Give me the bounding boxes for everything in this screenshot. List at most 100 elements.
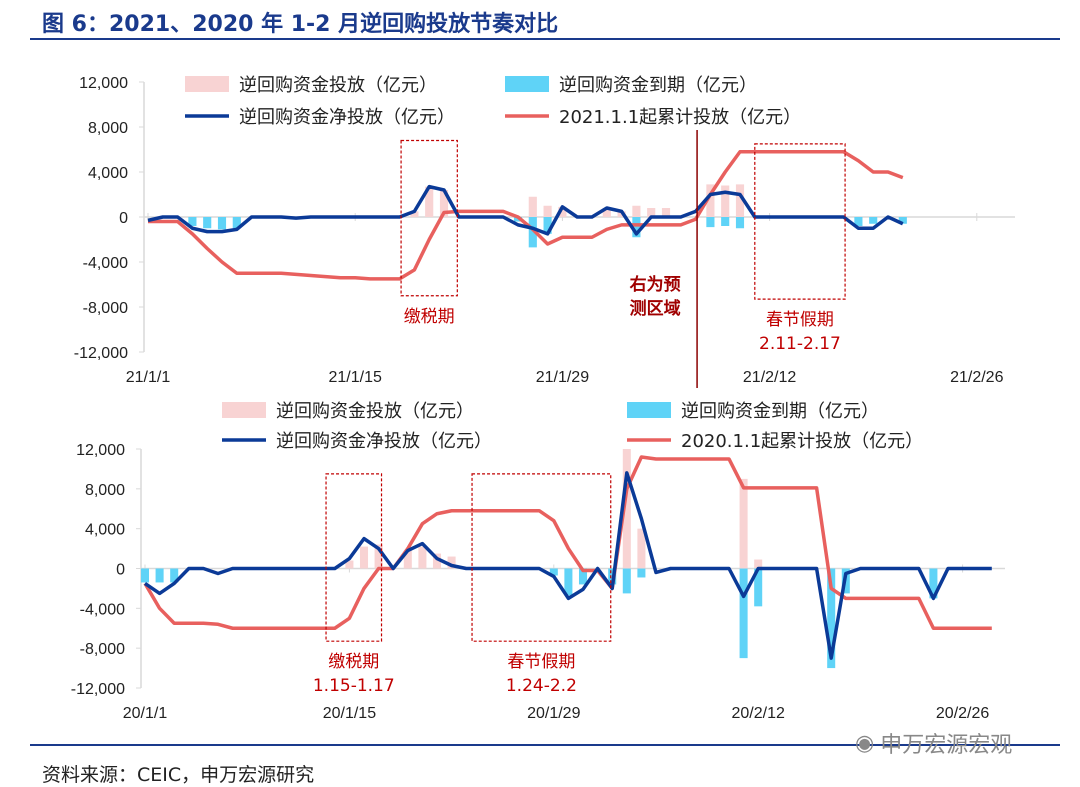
chart2-injection-bar [739,478,748,569]
chart2-legend-net-label: 逆回购资金净投放（亿元） [276,431,492,452]
title-rule [30,38,1060,40]
chart2-y-tick-label: 8,000 [85,482,125,499]
chart2-injection-bar [637,528,646,569]
chart2-injection-bar [374,544,383,569]
chart2-annotation-label: 春节假期 [507,652,575,672]
chart2-annotation-label: 1.15-1.17 [313,676,395,696]
chart1-forecast-label: 测区域 [630,298,681,319]
watermark: ◉ 申万宏源宏观 [855,727,1012,759]
chart1-legend-maturity-label: 逆回购资金到期（亿元） [559,75,757,96]
chart2-injection-bar [622,449,631,569]
chart1-injection-bar [735,184,745,217]
chart1-annotation-box [400,139,458,297]
wechat-icon: ◉ [855,730,875,756]
chart2-x-tick-label: 20/2/26 [936,705,989,722]
chart1-injection-bar [543,205,552,217]
chart1-legend-injection-swatch [185,76,229,92]
chart1-y-tick-label: 8,000 [88,120,128,137]
chart1-y-tick-label: 12,000 [79,75,128,92]
chart2-injection-bar [432,553,442,569]
chart2-maturity-bar [549,568,558,576]
chart1-x-tick-label: 21/1/29 [536,369,589,386]
chart1-legend-cumulative-label: 2021.1.1起累计投放（亿元） [559,107,801,128]
chart1-maturity-bar [721,217,730,226]
chart2-maturity-bar [170,568,179,583]
chart2-net-injection-line [144,471,992,660]
chart2-injection-bar [403,550,412,569]
chart2-y-tick-label: 4,000 [85,522,125,539]
source-note: 资料来源：CEIC，申万宏源研究 [42,764,315,786]
chart1-annotation-label: 春节假期 [766,310,834,330]
chart2-y-tick-label: -4,000 [80,601,125,618]
chart2-maturity-bar [739,568,748,659]
chart2-legend-injection-swatch [222,402,266,418]
chart2-annotation-box [325,473,383,642]
chart1-net-injection-line [147,184,904,236]
chart1-y-tick-label: 0 [119,210,128,227]
chart2-maturity-bar [155,568,164,583]
chart2-maturity-bar [564,568,573,596]
chart2-y-tick-label: 0 [116,562,125,579]
chart2-x-tick-label: 20/2/12 [732,705,785,722]
chart1-maturity-bar [735,217,745,229]
chart1-annotation-label: 2.11-2.17 [759,334,841,354]
chart1-maturity-bar [232,217,241,229]
chart1-injection-bar [439,190,449,217]
chart1-maturity-bar [528,217,537,248]
chart1-injection-bar [647,208,656,217]
chart2-maturity-bar [578,568,588,585]
chart1-y-tick-label: -4,000 [83,255,128,272]
chart1-maturity-bar [543,217,552,234]
watermark-text: 申万宏源宏观 [880,733,1013,758]
chart1-injection-bar [661,208,671,217]
chart2-x-tick-label: 20/1/15 [323,705,376,722]
chart2-injection-bar [447,556,456,569]
chart1-maturity-bar [632,217,641,238]
chart1-maturity-bar [898,217,907,224]
chart1-maturity-bar [217,217,227,230]
chart1-maturity-bar [188,217,197,226]
chart2-x-tick-label: 20/1/1 [123,705,168,722]
chart2-legend-cumulative-label: 2020.1.1起累计投放（亿元） [681,431,923,452]
chart2-injection-bar [754,559,763,569]
chart1-y-tick-label: -12,000 [74,345,128,362]
chart2-maturity-bar [622,568,631,594]
chart2-maturity-bar [754,568,763,607]
chart1-annotation-box [754,143,846,300]
chart1-y-tick-label: 4,000 [88,165,128,182]
chart2-injection-bar [359,546,369,569]
chart1-maturity-bar [854,217,863,226]
chart1-maturity-bar [706,217,715,228]
chart2-annotation-label: 缴税期 [328,652,379,672]
chart1-legend-maturity-swatch [505,76,549,92]
chart2-maturity-bar [827,568,836,669]
chart1-injection-bar [721,185,730,217]
chart1-x-tick-label: 21/1/1 [126,369,171,386]
chart2-legend-maturity-swatch [627,402,671,418]
chart1-injection-bar [602,208,611,217]
chart1-maturity-bar [203,217,212,229]
chart1-x-tick-label: 21/2/12 [743,369,796,386]
chart1-legend-net-label: 逆回购资金净投放（亿元） [239,107,455,128]
chart1-injection-bar [706,184,715,217]
chart2-maturity-bar [637,568,646,578]
chart2-injection-bar [345,560,354,569]
chart2-x-tick-label: 20/1/29 [527,705,580,722]
footer-rule [30,744,1060,746]
chart2-legend-maturity-label: 逆回购资金到期（亿元） [681,401,879,422]
chart2-y-tick-label: 12,000 [76,442,125,459]
chart1-injection-bar [632,205,641,217]
chart1-annotation-label: 缴税期 [404,307,455,327]
chart2-legend-injection-label: 逆回购资金投放（亿元） [276,401,474,422]
chart2-injection-bar [418,546,427,569]
chart2-annotation-box [471,473,612,642]
figure-title: 图 6：2021、2020 年 1-2 月逆回购投放节奏对比 [42,12,559,37]
chart1-injection-bar [558,206,567,217]
chart1-x-tick-label: 21/1/15 [329,369,382,386]
chart1-injection-bar [528,196,537,217]
chart1-cumulative-line [148,150,904,281]
chart2-cumulative-line [143,455,992,630]
chart1-injection-bar [410,211,419,217]
